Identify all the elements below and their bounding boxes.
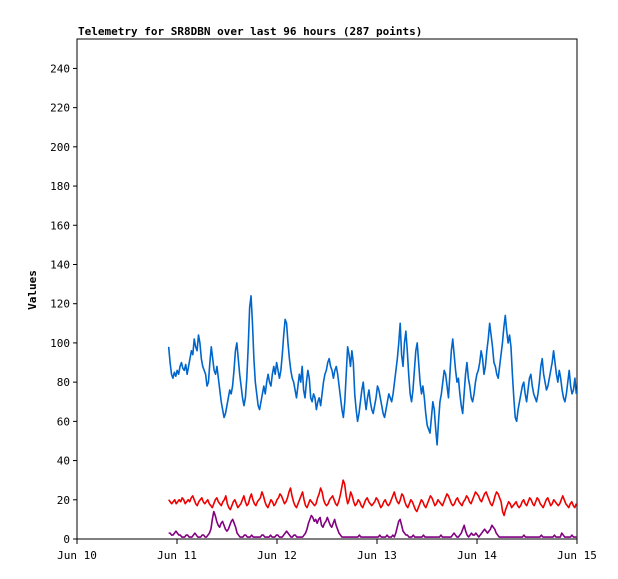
x-tick-label: Jun 14 — [457, 549, 497, 562]
x-tick-label: Jun 10 — [57, 549, 97, 562]
series-line-1 — [167, 295, 578, 446]
chart-title: Telemetry for SR8DBN over last 96 hours … — [78, 25, 422, 38]
y-tick-label: 140 — [50, 258, 70, 271]
x-tick-label: Jun 15 — [557, 549, 597, 562]
y-tick-label: 120 — [50, 298, 70, 311]
x-tick-label: Jun 13 — [357, 549, 397, 562]
y-tick-label: 60 — [57, 415, 70, 428]
series-line-2 — [168, 479, 578, 517]
y-tick-label: 220 — [50, 102, 70, 115]
x-axis: Jun 10 Jun 11 Jun 12 Jun 13 Jun 14 Jun 15 — [57, 539, 597, 562]
y-tick-label: 40 — [57, 455, 70, 468]
x-tick-label: Jun 12 — [257, 549, 297, 562]
y-axis-label: Values — [26, 270, 39, 310]
y-tick-label: 240 — [50, 62, 70, 75]
y-tick-label: 0 — [63, 533, 70, 546]
y-tick-label: 200 — [50, 141, 70, 154]
y-tick-label: 20 — [57, 494, 70, 507]
y-tick-label: 180 — [50, 180, 70, 193]
y-axis: 0 20 40 60 80 100 120 140 160 180 200 220 240 — [50, 62, 77, 546]
y-tick-label: 80 — [57, 376, 70, 389]
x-tick-label: Jun 11 — [157, 549, 197, 562]
series-line-3 — [168, 510, 577, 538]
series-layer — [167, 295, 578, 538]
plot-frame — [76, 38, 578, 540]
y-tick-label: 160 — [50, 219, 70, 232]
y-tick-label: 100 — [50, 337, 70, 350]
